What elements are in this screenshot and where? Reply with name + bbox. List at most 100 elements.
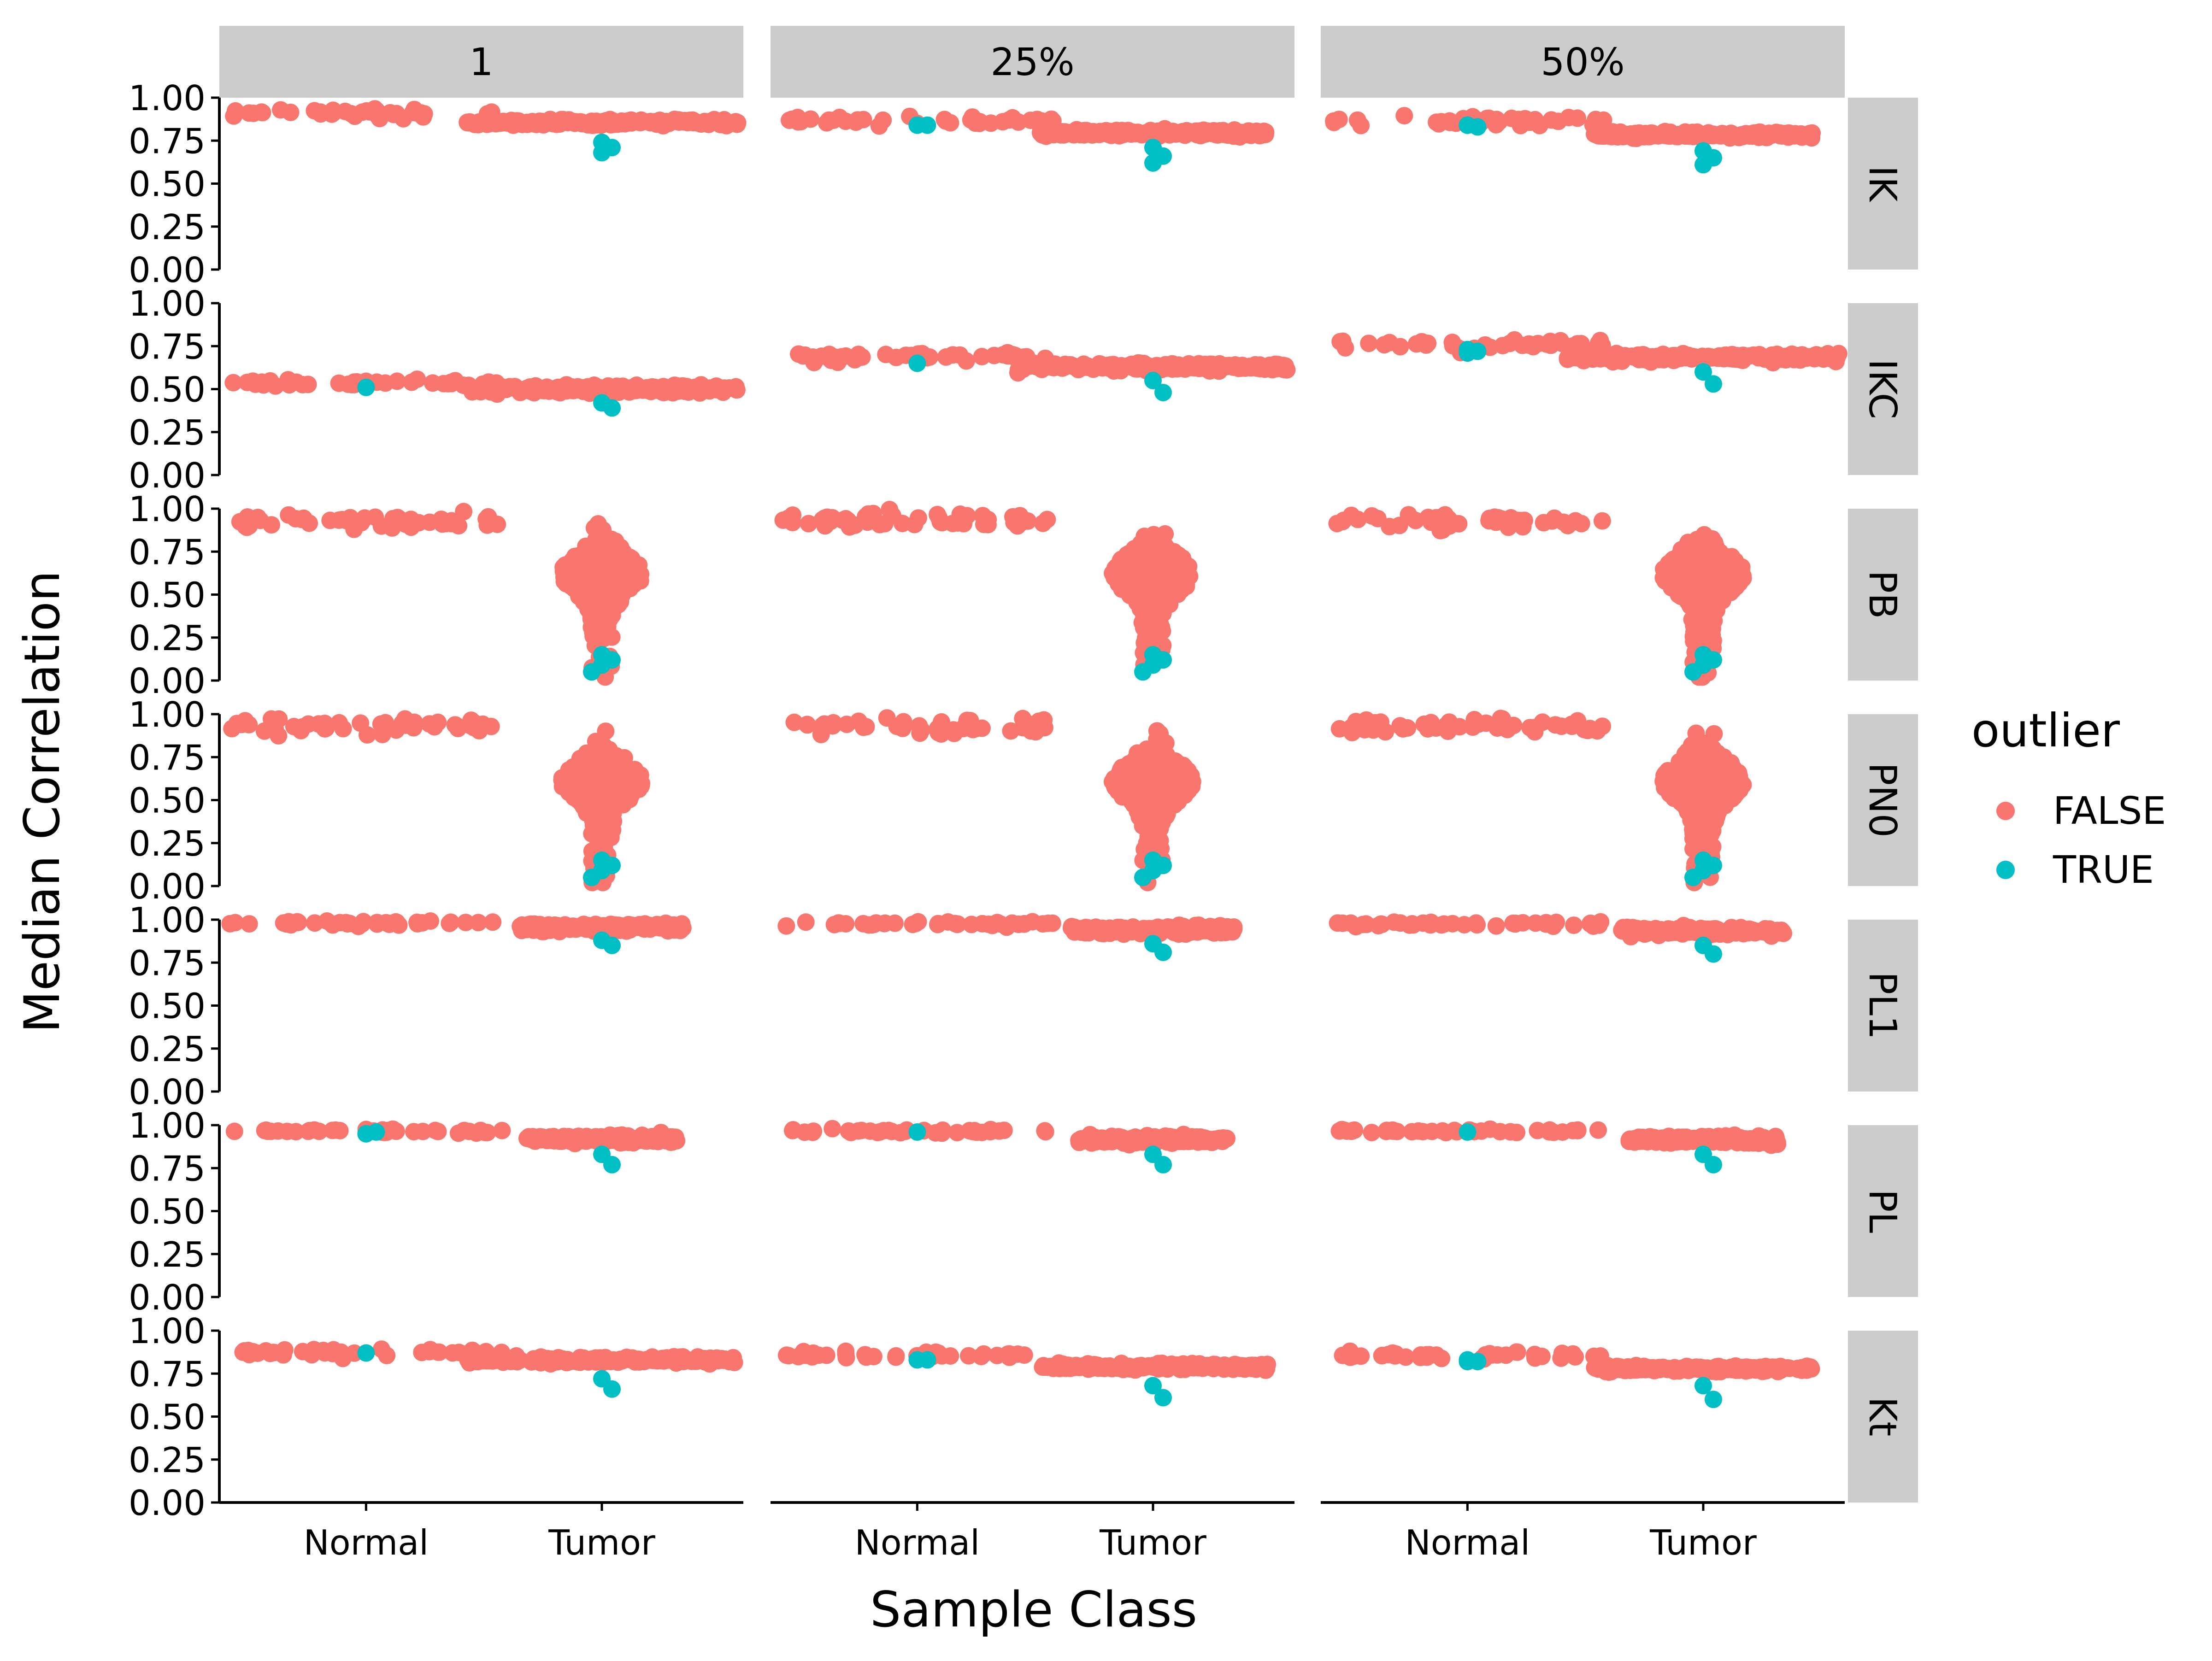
point-false (1681, 587, 1699, 605)
point-false (1499, 721, 1516, 738)
point-false (1342, 915, 1359, 932)
point-false (1688, 725, 1705, 742)
point-false (406, 101, 423, 118)
point-false (378, 719, 396, 737)
point-false (715, 381, 733, 398)
point-false (1145, 786, 1162, 804)
point-false (1735, 569, 1752, 587)
point-false (963, 916, 980, 933)
point-false (317, 720, 335, 737)
point-false (1441, 517, 1458, 535)
point-false (643, 378, 661, 396)
point-false (282, 916, 300, 933)
point-false (846, 351, 864, 369)
point-false (816, 517, 834, 534)
point-false (480, 508, 497, 526)
point-false (459, 114, 476, 131)
point-false (1717, 791, 1735, 809)
point-false (1583, 721, 1600, 739)
point-false (1567, 512, 1584, 529)
point-false (1220, 357, 1238, 374)
point-false (1352, 117, 1370, 134)
point-false (623, 380, 641, 398)
point-false (1173, 359, 1190, 377)
point-false (933, 514, 951, 531)
point-false (1100, 920, 1118, 938)
point-false (1131, 125, 1149, 142)
point-false (1164, 788, 1182, 806)
point-false (1173, 123, 1190, 141)
point-false (634, 919, 652, 936)
point-false (583, 114, 600, 132)
point-false (1024, 913, 1041, 931)
point-false (408, 914, 426, 931)
point-false (1138, 834, 1155, 852)
point-false (387, 913, 405, 931)
point-outlier (1705, 375, 1722, 393)
point-false (1755, 125, 1772, 143)
point-false (263, 516, 280, 534)
point-false (1027, 723, 1044, 740)
point-false (830, 914, 847, 932)
point-false (704, 112, 721, 129)
point-false (536, 115, 554, 132)
point-false (678, 112, 695, 130)
point-false (1704, 803, 1721, 821)
point-false (1795, 128, 1812, 146)
point-false (1525, 719, 1543, 736)
point-false (1395, 107, 1413, 124)
point-false (1057, 123, 1075, 141)
point-false (508, 112, 525, 129)
point-false (1819, 345, 1836, 363)
point-false (863, 916, 881, 933)
point-false (241, 915, 258, 933)
point-false (578, 756, 596, 773)
point-false (973, 348, 991, 365)
point-false (1156, 125, 1173, 142)
point-false (450, 517, 467, 534)
point-false (1076, 126, 1093, 144)
point-false (1628, 129, 1645, 147)
point-false (794, 347, 812, 365)
point-false (1590, 916, 1608, 934)
point-false (1507, 915, 1524, 932)
point-false (1644, 127, 1661, 144)
point-false (1408, 335, 1425, 352)
point-false (1002, 722, 1019, 740)
point-outlier (1694, 156, 1712, 174)
point-false (464, 383, 481, 401)
point-false (877, 346, 894, 363)
point-false (1034, 515, 1052, 532)
point-false (1056, 356, 1073, 374)
point-false (1488, 917, 1505, 935)
point-false (238, 513, 256, 530)
point-false (1342, 507, 1360, 524)
point-false (951, 346, 969, 364)
point-false (582, 592, 599, 610)
point-false (424, 374, 441, 392)
point-false (1521, 113, 1539, 131)
point-false (429, 714, 447, 731)
point-false (729, 116, 746, 133)
point-outlier (1154, 944, 1172, 961)
point-outlier (1144, 154, 1162, 172)
point-false (871, 516, 888, 534)
point-false (1143, 534, 1160, 552)
point-outlier (1459, 117, 1476, 134)
point-false (270, 710, 288, 728)
point-false (1407, 512, 1424, 529)
point-false (1672, 777, 1690, 795)
point-false (1648, 349, 1666, 366)
point-false (272, 101, 289, 119)
point-false (841, 518, 859, 536)
point-false (597, 543, 615, 560)
point-false (1594, 512, 1611, 530)
point-false (1488, 111, 1506, 128)
point-false (1377, 723, 1394, 740)
point-false (368, 106, 386, 124)
point-false (613, 114, 630, 132)
point-false (1470, 715, 1488, 733)
point-false (685, 380, 702, 397)
point-false (1197, 125, 1214, 143)
point-false (1467, 914, 1485, 932)
